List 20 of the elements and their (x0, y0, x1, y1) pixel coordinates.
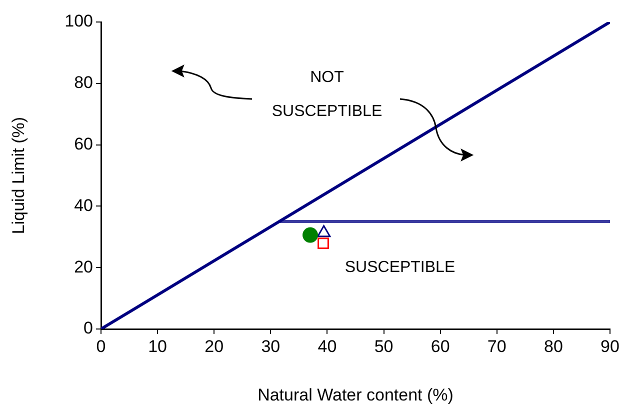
y-tick-label: 100 (64, 12, 93, 31)
annotation: NOT SUSCEPTIBLE (270, 68, 384, 122)
x-axis-title: Natural Water content (%) (258, 385, 454, 404)
x-tick-label: 80 (544, 336, 563, 356)
x-tick-label: 90 (600, 336, 620, 356)
x-tick-label: 10 (148, 336, 168, 356)
y-tick-label: 40 (74, 196, 93, 215)
y-tick-label: 20 (74, 257, 93, 276)
x-tick-label: 0 (96, 336, 106, 356)
x-tick-label: 70 (487, 336, 506, 356)
x-tick-label: 50 (374, 336, 394, 356)
x-tick-label: 20 (204, 336, 224, 356)
y-tick-label: 80 (74, 73, 93, 92)
annotation: SUSCEPTIBLE (344, 258, 456, 278)
y-axis-title: Liquid Limit (%) (8, 116, 28, 234)
x-tick-label: 30 (261, 336, 280, 356)
y-tick-label: 0 (84, 318, 93, 338)
y-tick-label: 60 (74, 134, 93, 154)
x-tick-label: 60 (430, 336, 450, 356)
x-tick-label: 40 (318, 336, 337, 356)
